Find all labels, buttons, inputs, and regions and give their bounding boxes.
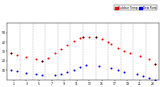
Point	[35, 58, 37, 60]
Point	[97, 65, 100, 66]
Point	[60, 48, 62, 49]
Point	[129, 53, 132, 54]
Legend: Outdoor Temp, Dew Point: Outdoor Temp, Dew Point	[114, 5, 157, 10]
Point	[53, 74, 56, 76]
Point	[142, 75, 144, 76]
Point	[123, 71, 125, 73]
Point	[47, 57, 50, 59]
Point	[101, 39, 103, 40]
Point	[60, 73, 62, 75]
Point	[25, 72, 28, 74]
Point	[138, 56, 141, 57]
Point	[110, 68, 113, 69]
Point	[154, 63, 157, 64]
Point	[9, 53, 12, 54]
Point	[9, 70, 12, 71]
Point	[9, 53, 12, 54]
Point	[82, 36, 84, 37]
Point	[94, 37, 97, 38]
Point	[154, 63, 157, 64]
Point	[41, 74, 43, 76]
Point	[88, 36, 91, 37]
Point	[148, 58, 150, 60]
Point	[110, 43, 113, 45]
Point	[41, 60, 43, 62]
Point	[94, 37, 97, 38]
Point	[123, 51, 125, 52]
Point	[72, 70, 75, 71]
Point	[53, 53, 56, 54]
Point	[82, 36, 84, 37]
Point	[72, 41, 75, 42]
Point	[35, 73, 37, 75]
Point	[85, 64, 88, 65]
Point	[116, 47, 119, 48]
Point	[116, 70, 119, 71]
Point	[16, 70, 18, 72]
Point	[66, 44, 69, 46]
Point	[16, 55, 18, 56]
Point	[148, 77, 150, 78]
Point	[41, 60, 43, 62]
Point	[107, 41, 109, 43]
Point	[25, 56, 28, 58]
Point	[79, 38, 81, 39]
Point	[79, 67, 81, 68]
Point	[66, 71, 69, 73]
Point	[154, 79, 157, 80]
Point	[135, 73, 138, 75]
